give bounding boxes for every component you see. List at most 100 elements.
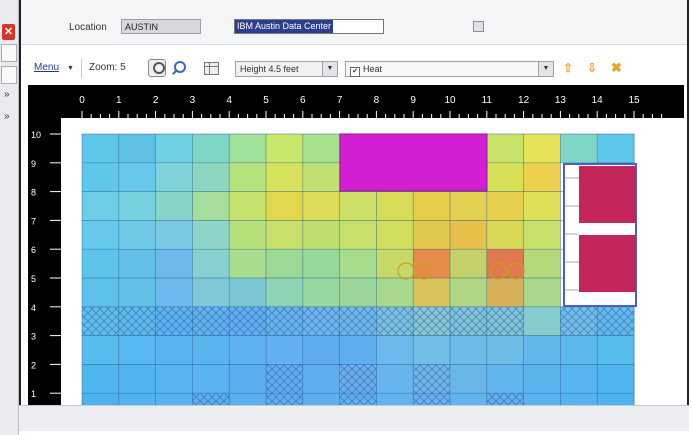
floor-tile[interactable] xyxy=(192,162,230,193)
floor-tile[interactable] xyxy=(413,220,451,250)
floor-tile[interactable] xyxy=(523,278,561,308)
floor-tile[interactable] xyxy=(523,220,561,250)
floor-tile[interactable] xyxy=(118,278,157,308)
floor-tile[interactable] xyxy=(82,134,120,164)
floor-tile[interactable] xyxy=(486,134,525,164)
floor-tile[interactable] xyxy=(266,335,304,365)
cooling-unit-marker[interactable] xyxy=(397,262,415,280)
floor-tile[interactable] xyxy=(118,191,157,221)
floor-tile[interactable] xyxy=(339,278,377,308)
rack-crimson-top[interactable] xyxy=(579,166,636,223)
arrow-up-icon[interactable]: ⇧ xyxy=(563,61,574,75)
floor-tile[interactable] xyxy=(82,278,120,308)
floor-tile[interactable] xyxy=(376,220,414,250)
close-icon[interactable]: ✕ xyxy=(2,24,15,40)
floor-tile[interactable] xyxy=(82,191,120,221)
floor-tile[interactable] xyxy=(597,134,635,164)
floor-tile[interactable] xyxy=(450,191,488,221)
floor-tile[interactable] xyxy=(82,364,120,394)
floor-tile[interactable] xyxy=(486,364,525,394)
floor-tile[interactable] xyxy=(523,393,561,405)
floor-tile[interactable] xyxy=(486,162,525,193)
chevron-down-icon[interactable]: ▼ xyxy=(67,65,74,72)
floor-tile[interactable] xyxy=(523,162,561,193)
floor-tile[interactable] xyxy=(155,191,193,221)
floor-tile[interactable] xyxy=(155,220,193,250)
horizontal-scrollbar[interactable] xyxy=(19,405,689,431)
floor-tile[interactable] xyxy=(376,364,414,394)
floor-tile[interactable] xyxy=(192,249,230,279)
floor-tile[interactable] xyxy=(450,278,488,308)
floor-tile[interactable] xyxy=(82,162,120,193)
floor-tile[interactable] xyxy=(523,306,561,337)
floor-tile[interactable] xyxy=(192,191,230,221)
floor-tile[interactable] xyxy=(450,249,488,279)
expand-icon[interactable]: » xyxy=(4,89,10,100)
floor-tile[interactable] xyxy=(339,191,377,221)
floor-tile[interactable] xyxy=(192,335,230,365)
floor-tile[interactable] xyxy=(82,249,120,279)
floor-tile[interactable] xyxy=(155,162,193,193)
floor-tile[interactable] xyxy=(266,191,304,221)
cooling-unit-marker[interactable] xyxy=(507,262,525,280)
floor-tile[interactable] xyxy=(450,335,488,365)
floor-tile[interactable] xyxy=(376,278,414,308)
floor-tile[interactable] xyxy=(302,393,341,405)
floor-tile[interactable] xyxy=(413,191,451,221)
delete-x-icon[interactable]: ✖ xyxy=(611,60,622,75)
floor-map[interactable]: 0 1 2 3 4 5 6 7 8 9 10 11 12 13 14 15 10 9 8 7 6 5 4 3 2 1 xyxy=(28,85,684,405)
floor-tile[interactable] xyxy=(229,278,267,308)
floor-tile[interactable] xyxy=(192,364,230,394)
floor-tile[interactable] xyxy=(302,134,341,164)
floor-tile[interactable] xyxy=(560,393,598,405)
cooling-unit-marker[interactable] xyxy=(415,262,433,280)
rack-crimson-bottom[interactable] xyxy=(579,235,636,292)
floor-tile[interactable] xyxy=(82,393,120,405)
floor-tile[interactable] xyxy=(523,249,561,279)
floor-tile[interactable] xyxy=(229,335,267,365)
zoom-in-icon[interactable] xyxy=(148,59,166,77)
floor-tile[interactable] xyxy=(560,134,598,164)
floor-tile[interactable] xyxy=(229,393,267,405)
datacenter-picker-button[interactable] xyxy=(473,21,484,32)
floor-tile[interactable] xyxy=(523,134,561,164)
floor-tile[interactable] xyxy=(597,335,635,365)
floor-tile[interactable] xyxy=(486,220,525,250)
location-field[interactable]: AUSTIN xyxy=(121,19,201,34)
dropdown-arrow-icon[interactable]: ▼ xyxy=(322,62,337,76)
checkbox-icon[interactable]: ✔ xyxy=(350,67,360,77)
floor-tile[interactable] xyxy=(302,278,341,308)
floor-tile[interactable] xyxy=(376,249,414,279)
floor-tile[interactable] xyxy=(229,134,267,164)
side-panel-field[interactable] xyxy=(1,44,17,62)
floor-tile[interactable] xyxy=(560,335,598,365)
floor-tile[interactable] xyxy=(339,220,377,250)
floor-tile[interactable] xyxy=(302,162,341,193)
floor-tile[interactable] xyxy=(82,335,120,365)
floor-tile[interactable] xyxy=(192,278,230,308)
menu-button[interactable]: Menu xyxy=(34,62,60,73)
floor-tile[interactable] xyxy=(302,220,341,250)
floor-tile[interactable] xyxy=(597,364,635,394)
floor-tile[interactable] xyxy=(523,364,561,394)
floor-tile[interactable] xyxy=(229,364,267,394)
floor-tile[interactable] xyxy=(486,191,525,221)
floor-tile[interactable] xyxy=(118,335,157,365)
overlay-select[interactable]: ✔ Heat ▼ xyxy=(345,61,554,77)
floor-tile[interactable] xyxy=(560,364,598,394)
floor-tile[interactable] xyxy=(118,249,157,279)
floor-tile[interactable] xyxy=(266,162,304,193)
cooling-unit-marker[interactable] xyxy=(489,262,507,280)
floor-tile[interactable] xyxy=(339,249,377,279)
floor-tile[interactable] xyxy=(302,364,341,394)
floor-tile[interactable] xyxy=(450,393,488,405)
floor-tile[interactable] xyxy=(266,278,304,308)
rack-magenta[interactable] xyxy=(339,133,488,192)
floor-tile[interactable] xyxy=(229,191,267,221)
height-select[interactable]: Height 4.5 feet ▼ xyxy=(235,61,338,77)
floor-tile[interactable] xyxy=(192,134,230,164)
floor-tile[interactable] xyxy=(597,393,635,405)
dropdown-arrow-icon[interactable]: ▼ xyxy=(538,62,553,76)
floor-tile[interactable] xyxy=(376,393,414,405)
